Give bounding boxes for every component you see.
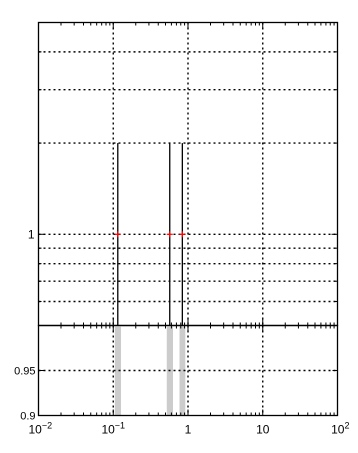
bottom-y-tick-label: 0.95 [14,366,35,378]
bottom-axes-frame [37,324,339,417]
red-plus-marker [114,231,121,238]
bottom-panel: 0.9 0.95 10−2 10−1 1 10 102 [14,324,350,437]
top-y-tick-labels: 1 [28,227,35,241]
x-tick-label: 10−1 [101,421,125,437]
bottom-y-tick-label: 0.9 [20,411,35,423]
x-tick-exponent: −1 [115,421,125,431]
x-tick-labels: 10−2 10−1 1 10 102 [29,421,350,437]
x-tick-label: 102 [331,421,349,437]
gray-band [114,325,122,416]
x-tick-label: 10−2 [29,421,53,437]
red-plus-marker [166,231,173,238]
x-tick-exponent: 2 [344,421,349,431]
top-grid [38,22,338,326]
x-tick-label: 1 [185,423,192,437]
gray-band [179,325,186,416]
red-plus-marker [179,231,186,238]
top-panel: 1 [28,21,339,327]
bottom-y-tick-labels: 0.9 0.95 [14,366,35,423]
top-y-tick-label: 1 [28,227,35,241]
x-tick-label: 10 [256,423,270,437]
bottom-grid [38,325,338,416]
top-marks [114,143,186,326]
x-tick-exponent: −2 [42,421,52,431]
